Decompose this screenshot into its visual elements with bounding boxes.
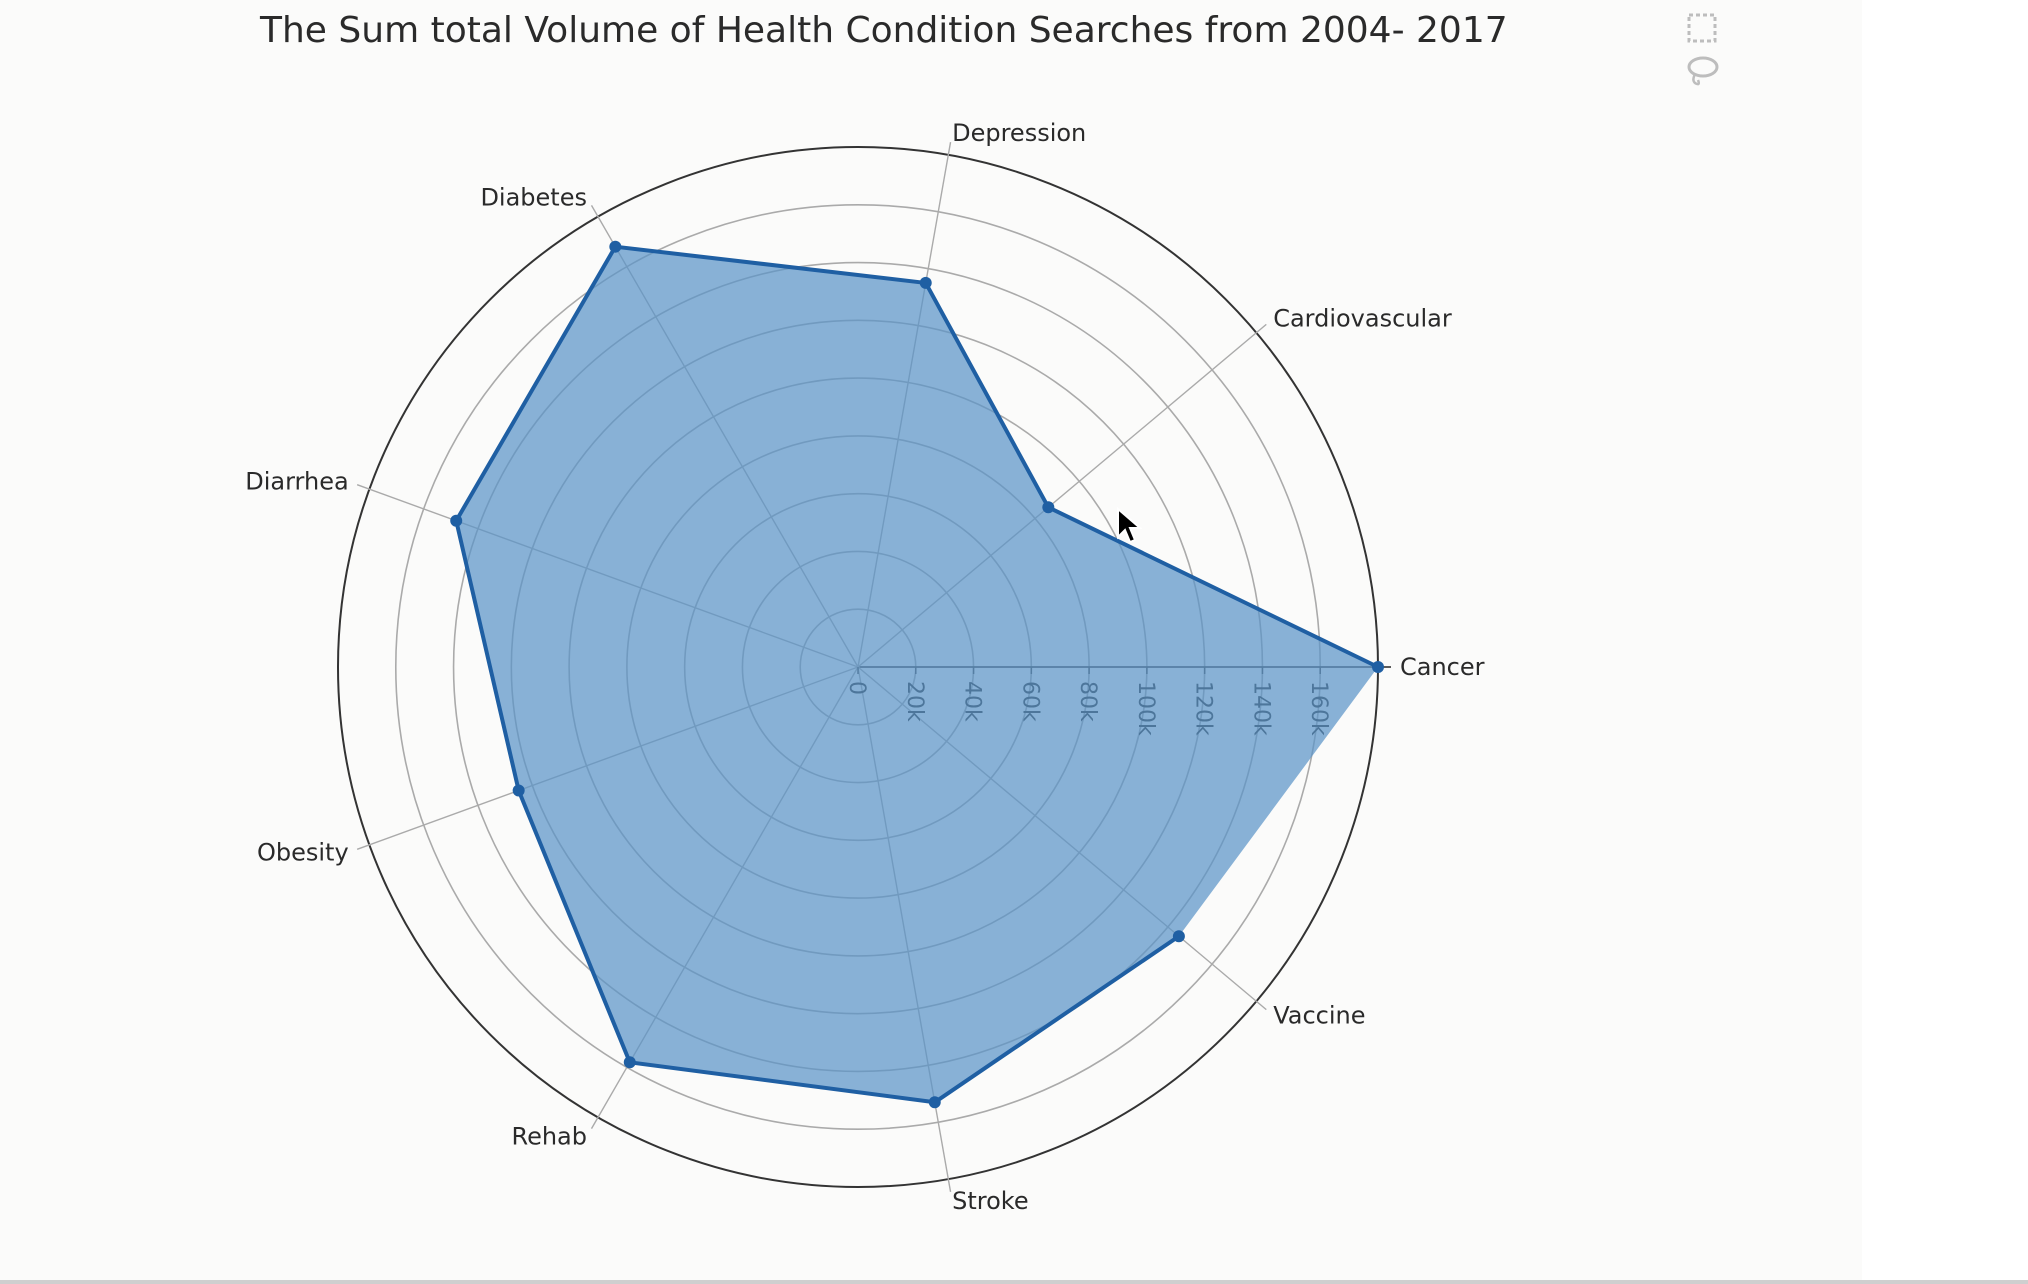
data-point[interactable] bbox=[1372, 661, 1384, 673]
category-label: Obesity bbox=[257, 838, 349, 866]
radar-series[interactable] bbox=[450, 240, 1384, 1109]
angular-axis-labels: Cancer Cardiovascular Depression Diabetes Di… bbox=[245, 119, 1484, 1215]
box-select-icon[interactable] bbox=[1686, 12, 1718, 44]
data-point[interactable] bbox=[1042, 501, 1055, 514]
data-point[interactable] bbox=[919, 276, 932, 289]
data-point[interactable] bbox=[1172, 930, 1185, 943]
side-panel bbox=[1862, 0, 2028, 1280]
series-fill-area bbox=[456, 246, 1378, 1103]
category-label: Cardiovascular bbox=[1273, 305, 1452, 333]
data-point[interactable] bbox=[609, 240, 622, 253]
category-label: Depression bbox=[952, 119, 1086, 147]
data-point[interactable] bbox=[450, 514, 463, 527]
category-label: Vaccine bbox=[1273, 1001, 1365, 1029]
window-bottom-border bbox=[0, 1280, 2028, 1284]
chart-title: The Sum total Volume of Health Condition… bbox=[260, 10, 1508, 51]
category-label: Rehab bbox=[511, 1122, 587, 1150]
category-label: Diarrhea bbox=[245, 468, 348, 496]
data-point[interactable] bbox=[623, 1056, 636, 1069]
data-point[interactable] bbox=[928, 1096, 941, 1109]
category-label: Diabetes bbox=[480, 184, 587, 212]
lasso-select-icon[interactable] bbox=[1686, 54, 1720, 90]
data-point[interactable] bbox=[512, 784, 525, 797]
category-label: Cancer bbox=[1400, 653, 1485, 681]
category-label: Stroke bbox=[952, 1187, 1028, 1215]
